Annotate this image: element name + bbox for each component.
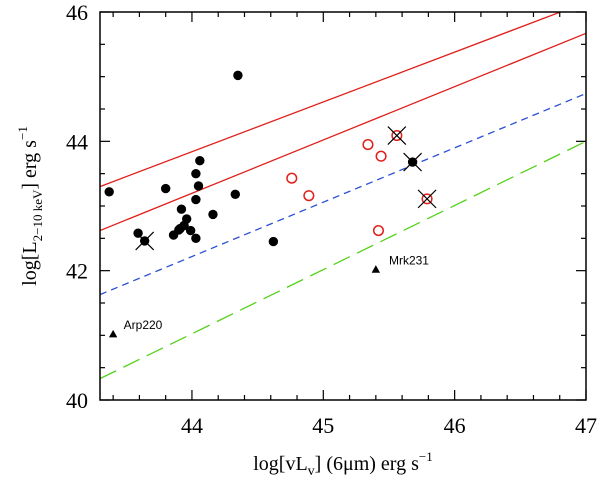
- open-red-circle-point: [303, 190, 315, 202]
- plot-frame: [99, 11, 587, 401]
- upper-red-line: [100, 12, 563, 188]
- filled-black-circle-point: [191, 233, 201, 244]
- x-tick-label: 44: [181, 413, 203, 438]
- y-tick-label: 44: [66, 129, 88, 154]
- open-red-circle-point: [421, 193, 433, 205]
- filled-triangle-point: [371, 265, 381, 273]
- blue-short-dashed-line: [100, 92, 586, 296]
- svg-text:log[vLv] (6μm) erg s−1: log[vLv] (6μm) erg s−1: [253, 449, 433, 479]
- filled-black-circle-point: [193, 181, 204, 191]
- x-cross-marker: [135, 231, 155, 251]
- filled-black-circle-point: [233, 70, 243, 81]
- lower-red-line: [100, 32, 586, 232]
- x-tick-label: 45: [312, 413, 334, 438]
- y-tick-label: 46: [66, 0, 88, 25]
- filled-black-circle-point: [230, 189, 240, 200]
- filled-black-circle-point: [268, 236, 279, 247]
- annotation-label: Mrk231: [389, 253, 429, 267]
- axis-ticks: 44 45 46 47 40 42 44 46: [66, 0, 597, 438]
- annotation-label: Arp220: [124, 318, 163, 332]
- filled-black-circle-point: [160, 183, 171, 194]
- filled-black-circle-point: [176, 204, 187, 214]
- open-red-circle-point: [372, 225, 385, 237]
- filled-black-circle-point: [181, 214, 192, 224]
- filled-black-circle-point: [104, 187, 114, 197]
- y-axis-label: log[L2−10 keV] erg s−1: [15, 126, 45, 286]
- y-tick-label: 40: [66, 388, 88, 413]
- green-long-dashed-line: [100, 140, 586, 380]
- y-tick-label: 42: [66, 259, 88, 284]
- x-tick-label: 46: [444, 413, 466, 438]
- data-points: [104, 70, 437, 338]
- filled-black-circle-point: [195, 156, 205, 166]
- filled-black-circle-point: [133, 228, 143, 238]
- filled-black-circle-point: [208, 209, 218, 220]
- x-axis-label: log[vLv] (6μm) erg s−1: [253, 449, 433, 479]
- x-tick-label: 47: [575, 413, 597, 438]
- fit-lines: [100, 12, 586, 380]
- x-cross-marker: [387, 126, 407, 145]
- open-red-circle-point: [286, 172, 298, 184]
- svg-text:log[L2−10 keV] erg s−1: log[L2−10 keV] erg s−1: [15, 126, 45, 286]
- x-cross-marker: [417, 189, 437, 209]
- open-red-circle-point: [362, 139, 374, 151]
- open-red-circle-point: [375, 150, 387, 162]
- filled-triangle-point: [108, 329, 118, 338]
- open-red-circle-point: [391, 129, 403, 142]
- filled-black-circle-point: [175, 223, 185, 234]
- filled-black-circle-point: [191, 168, 201, 179]
- filled-black-circle-point: [185, 225, 196, 236]
- annotations: Arp220 Mrk231: [124, 253, 430, 332]
- x-cross-marker: [403, 152, 423, 172]
- filled-black-circle-point: [191, 194, 201, 205]
